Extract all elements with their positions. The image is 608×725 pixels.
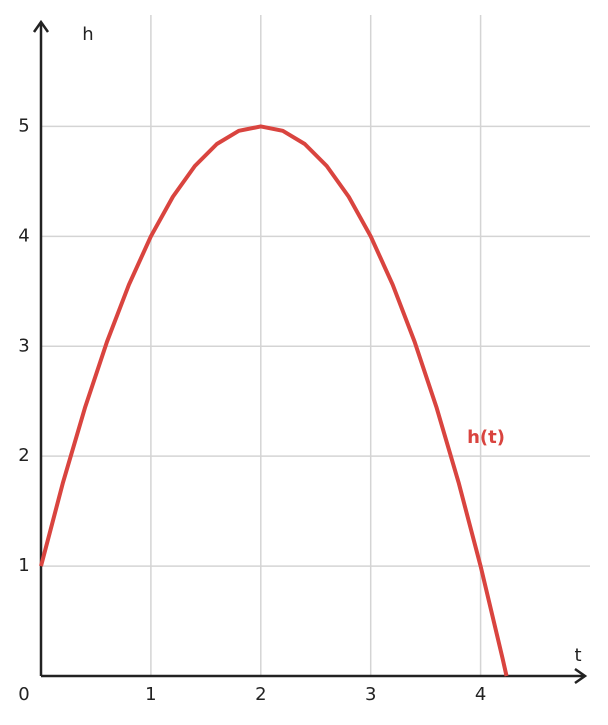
y-tick-label: 2 bbox=[18, 445, 29, 466]
x-tick-label: 2 bbox=[255, 684, 266, 705]
x-tick-label: 3 bbox=[365, 684, 376, 705]
y-tick-label: 5 bbox=[18, 115, 29, 136]
y-axis-label: h bbox=[82, 24, 93, 45]
x-tick-label: 1 bbox=[145, 684, 156, 705]
x-axis-arrow bbox=[574, 667, 588, 685]
x-axis-label: t bbox=[574, 645, 581, 666]
y-tick-label: 4 bbox=[18, 225, 29, 246]
curve bbox=[39, 124, 509, 677]
x-tick-label: 4 bbox=[475, 684, 486, 705]
series-label: h(t) bbox=[467, 427, 505, 448]
y-tick-label: 1 bbox=[18, 555, 29, 576]
x-tick-label: 0 bbox=[18, 684, 29, 705]
y-axis-arrow bbox=[32, 19, 50, 33]
y-tick-label: 3 bbox=[18, 335, 29, 356]
